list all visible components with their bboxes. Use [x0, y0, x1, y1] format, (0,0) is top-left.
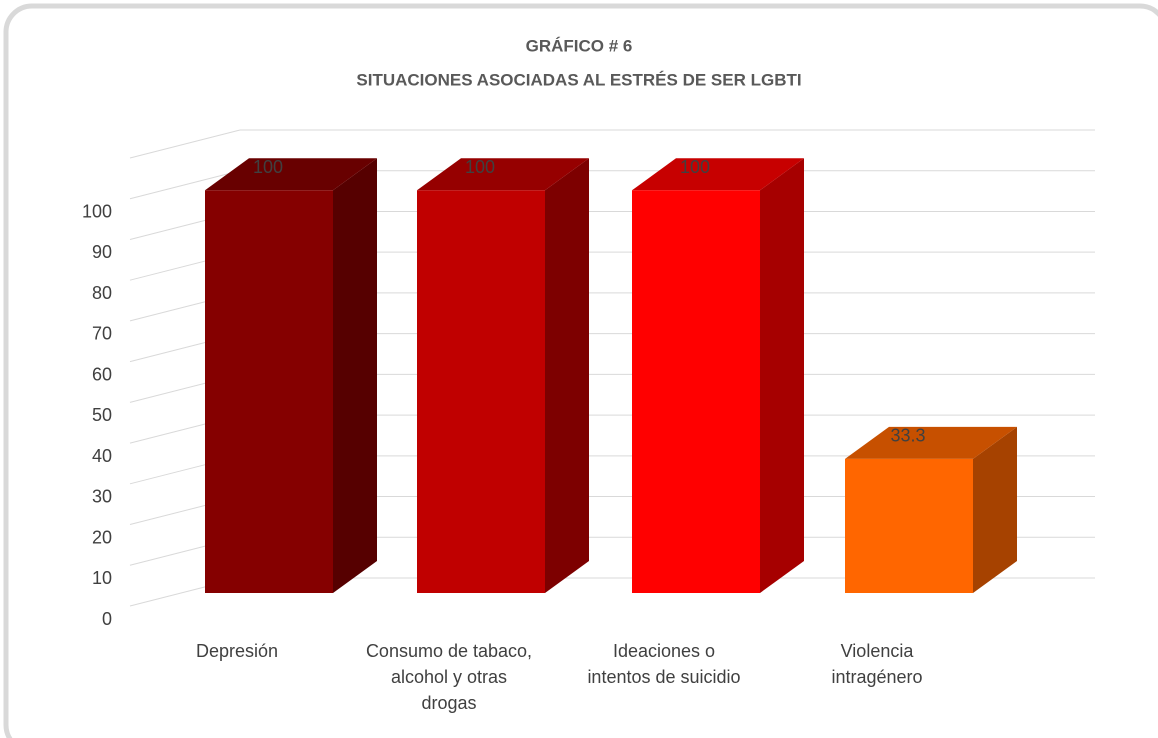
value-label: 100	[465, 157, 495, 177]
y-tick-label: 100	[82, 201, 112, 221]
y-tick-label: 20	[92, 527, 112, 547]
x-tick-label: Violencia intragénero	[831, 641, 923, 687]
grid-line-side	[129, 170, 241, 200]
bar-side	[760, 158, 804, 594]
x-tick-label: Ideaciones o intentos de suicidio	[587, 641, 741, 687]
y-tick-label: 10	[92, 568, 112, 588]
y-tick-label: 40	[92, 446, 112, 466]
y-tick-label: 30	[92, 487, 112, 507]
bar	[632, 190, 760, 594]
y-tick-label: 80	[92, 283, 112, 303]
bar-top	[845, 426, 1017, 459]
y-tick-label: 50	[92, 405, 112, 425]
bar-top	[417, 158, 589, 191]
chart-subtitle: SITUACIONES ASOCIADAS AL ESTRÉS DE SER L…	[356, 70, 801, 89]
bar-top	[632, 158, 804, 191]
y-tick-label: 0	[102, 609, 112, 629]
bar	[205, 190, 333, 594]
y-tick-label: 60	[92, 364, 112, 384]
value-label: 100	[253, 157, 283, 177]
bar-top	[205, 158, 377, 191]
x-tick-label: Consumo de tabaco, alcohol y otras droga…	[365, 641, 533, 713]
y-tick-label: 90	[92, 242, 112, 262]
y-tick-label: 70	[92, 324, 112, 344]
bar	[845, 458, 973, 593]
wall-top-side	[129, 129, 241, 159]
bar-side	[973, 426, 1017, 593]
bar-side	[333, 158, 377, 594]
value-label: 100	[680, 157, 710, 177]
bar	[417, 190, 545, 594]
x-tick-label: Depresión	[195, 641, 279, 661]
value-label: 33.3	[890, 426, 925, 446]
bar-side	[545, 158, 589, 594]
chart-title: GRÁFICO # 6	[526, 36, 633, 55]
